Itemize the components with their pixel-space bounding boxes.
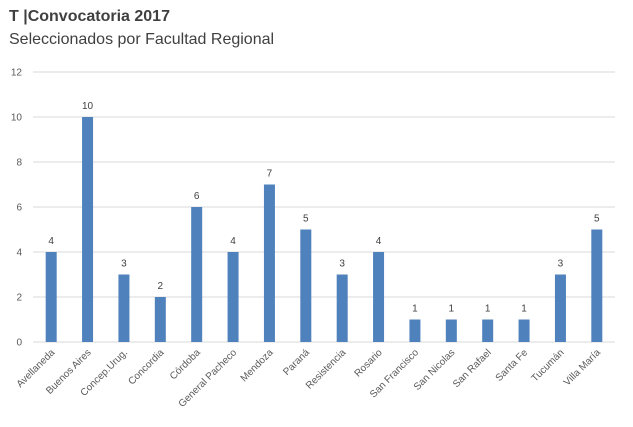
data-label: 2	[158, 281, 164, 292]
x-tick-label: Concordia	[126, 347, 166, 387]
bar	[482, 319, 494, 342]
data-label: 3	[121, 259, 127, 270]
bar	[191, 207, 203, 342]
y-tick-label: 8	[16, 158, 22, 169]
x-tick-label: Tucumán	[530, 347, 567, 384]
data-label: 4	[376, 236, 382, 247]
x-tick-label: Mendoza	[239, 347, 276, 384]
bar	[554, 274, 566, 342]
y-tick-label: 2	[16, 293, 22, 304]
data-label: 1	[412, 304, 418, 315]
bar	[409, 319, 421, 342]
bar	[445, 319, 457, 342]
data-label: 1	[521, 304, 527, 315]
x-tick-label: Resistencia	[304, 347, 349, 392]
y-tick-label: 6	[16, 203, 22, 214]
x-tick-label: San Rafael	[451, 347, 494, 390]
chart-title: T |Convocatoria 2017	[9, 8, 170, 25]
bar	[300, 229, 312, 342]
bar	[591, 229, 603, 342]
x-tick-label: Córdoba	[168, 347, 203, 382]
data-label: 1	[485, 304, 491, 315]
data-label: 5	[594, 214, 600, 225]
y-tick-label: 10	[11, 113, 23, 124]
data-label: 3	[339, 259, 345, 270]
x-tick-label: Villa María	[562, 347, 603, 388]
bar	[373, 252, 385, 342]
data-label: 5	[303, 214, 309, 225]
x-tick-label: Santa Fe	[494, 347, 531, 384]
data-label: 10	[82, 101, 94, 112]
data-label: 3	[558, 259, 564, 270]
bar	[336, 274, 348, 342]
bar	[82, 117, 94, 342]
bar	[227, 252, 239, 342]
y-tick-label: 0	[16, 338, 22, 349]
chart-subtitle: Seleccionados por Facultad Regional	[9, 31, 275, 48]
x-tick-label: Paraná	[281, 347, 312, 378]
y-tick-label: 12	[11, 68, 23, 79]
bar	[263, 184, 275, 342]
data-label: 1	[449, 304, 455, 315]
y-tick-label: 4	[16, 248, 22, 259]
data-label: 4	[48, 236, 54, 247]
data-label: 7	[267, 169, 273, 180]
bar	[118, 274, 130, 342]
x-tick-label: Rosario	[353, 347, 385, 379]
bar	[154, 297, 166, 342]
bar	[518, 319, 530, 342]
data-label: 6	[194, 191, 200, 202]
bar	[45, 252, 57, 342]
data-label: 4	[230, 236, 236, 247]
